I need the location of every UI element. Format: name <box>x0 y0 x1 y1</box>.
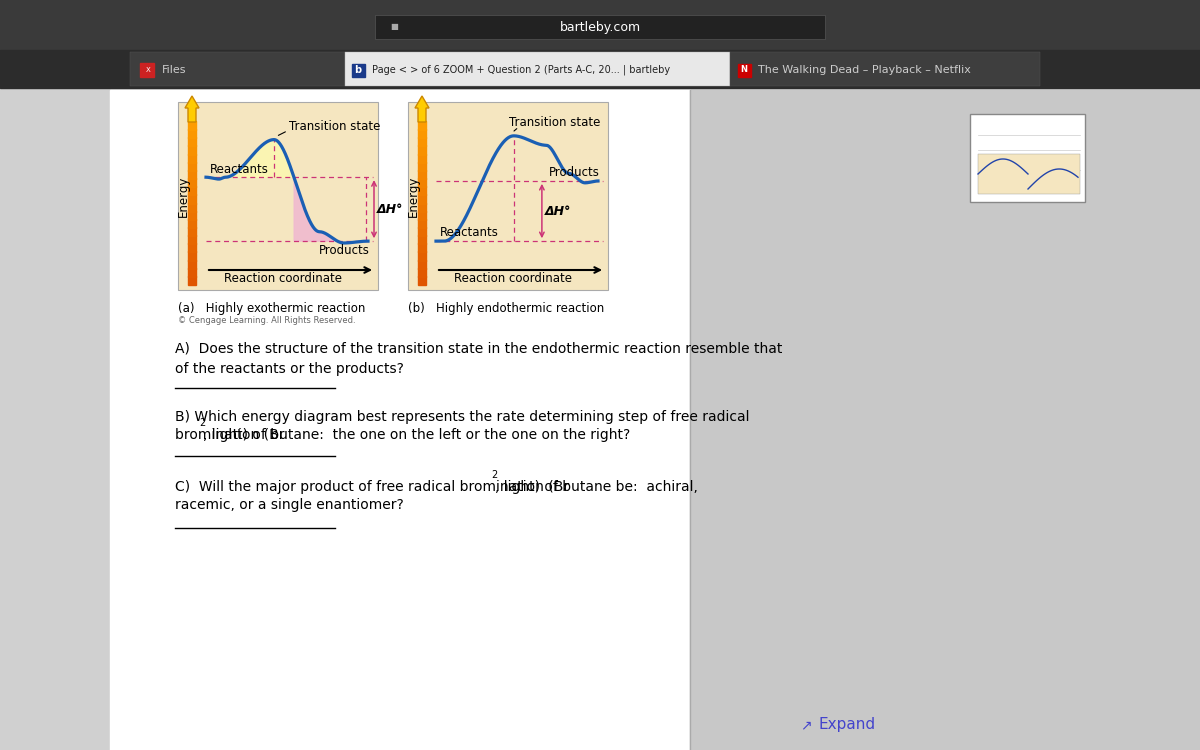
Bar <box>418 211 426 220</box>
Bar <box>188 260 196 268</box>
Text: Products: Products <box>550 166 600 179</box>
Bar <box>188 154 196 163</box>
Text: Expand: Expand <box>818 718 875 733</box>
Bar <box>188 268 196 277</box>
Bar <box>0 0 130 50</box>
Bar <box>188 243 196 253</box>
Text: bromination (Br: bromination (Br <box>175 428 284 442</box>
Bar <box>418 235 426 244</box>
Bar <box>418 202 426 211</box>
Bar <box>418 129 426 138</box>
Text: Page < > of 6 ZOOM + Question 2 (Parts A-C, 20... | bartleby: Page < > of 6 ZOOM + Question 2 (Parts A… <box>372 64 670 75</box>
Bar <box>188 227 196 236</box>
Text: bartleby.com: bartleby.com <box>559 20 641 34</box>
Text: Reactants: Reactants <box>210 164 269 176</box>
Bar <box>346 52 730 86</box>
Bar <box>418 276 426 285</box>
Bar <box>418 260 426 268</box>
Bar <box>188 170 196 179</box>
Text: B) Which energy diagram best represents the rate determining step of free radica: B) Which energy diagram best represents … <box>175 410 750 424</box>
Text: © Cengage Learning. All Rights Reserved.: © Cengage Learning. All Rights Reserved. <box>178 316 355 325</box>
Bar <box>418 162 426 171</box>
Bar <box>178 102 378 290</box>
Text: ↗: ↗ <box>800 718 811 732</box>
Bar <box>188 162 196 171</box>
Text: A)  Does the structure of the transition state in the endothermic reaction resem: A) Does the structure of the transition … <box>175 342 782 376</box>
Bar <box>418 154 426 163</box>
Text: (b)   Highly endothermic reaction: (b) Highly endothermic reaction <box>408 302 605 315</box>
Bar <box>418 121 426 130</box>
Text: Energy: Energy <box>407 176 420 217</box>
Bar <box>188 202 196 211</box>
Text: ΔH°: ΔH° <box>377 202 403 216</box>
Bar <box>418 194 426 203</box>
Text: (a)   Highly exothermic reaction: (a) Highly exothermic reaction <box>178 302 365 315</box>
Bar <box>188 137 196 146</box>
Bar <box>0 50 1200 88</box>
Text: Reaction coordinate: Reaction coordinate <box>454 272 572 285</box>
Bar <box>418 268 426 277</box>
Bar <box>418 219 426 228</box>
Text: Reaction coordinate: Reaction coordinate <box>224 272 342 285</box>
Text: Energy: Energy <box>176 176 190 217</box>
Text: 2: 2 <box>199 418 205 428</box>
Text: racemic, or a single enantiomer?: racemic, or a single enantiomer? <box>175 498 403 512</box>
Bar <box>110 90 690 750</box>
FancyArrow shape <box>185 96 199 122</box>
Text: b: b <box>354 65 361 75</box>
Text: ΔH°: ΔH° <box>545 205 571 218</box>
Bar <box>690 90 1200 750</box>
Bar <box>978 154 1080 194</box>
Bar <box>738 64 751 77</box>
Text: Transition state: Transition state <box>509 116 600 129</box>
Text: ■: ■ <box>390 22 398 32</box>
Text: 2: 2 <box>491 470 497 480</box>
Bar <box>0 0 1200 50</box>
Bar <box>188 129 196 138</box>
FancyArrow shape <box>415 96 430 122</box>
Text: , light) of butane:  the one on the left or the one on the right?: , light) of butane: the one on the left … <box>203 428 630 442</box>
Bar <box>188 121 196 130</box>
Bar <box>418 243 426 253</box>
Bar <box>188 178 196 188</box>
Bar <box>188 146 196 154</box>
Bar <box>418 170 426 179</box>
Bar <box>130 52 346 86</box>
Bar <box>730 52 1040 86</box>
Bar <box>418 178 426 188</box>
Bar <box>418 146 426 154</box>
Bar <box>140 63 154 77</box>
Text: N: N <box>740 65 748 74</box>
Text: Products: Products <box>319 244 370 257</box>
Bar <box>352 64 365 77</box>
Text: Transition state: Transition state <box>289 119 380 133</box>
Bar <box>188 211 196 220</box>
Bar <box>188 235 196 244</box>
Bar <box>188 219 196 228</box>
Bar <box>188 194 196 203</box>
Text: C)  Will the major product of free radical bromination (Br: C) Will the major product of free radica… <box>175 480 569 494</box>
Bar <box>408 102 608 290</box>
Bar <box>418 137 426 146</box>
Text: , light) of butane be:  achiral,: , light) of butane be: achiral, <box>496 480 698 494</box>
Text: The Walking Dead – Playback – Netflix: The Walking Dead – Playback – Netflix <box>758 65 971 75</box>
Bar <box>188 276 196 285</box>
Bar <box>418 186 426 195</box>
Text: Files: Files <box>162 65 186 75</box>
Bar <box>188 251 196 260</box>
Bar <box>970 114 1085 202</box>
Text: X: X <box>145 67 150 73</box>
Bar <box>374 15 826 39</box>
Text: Reactants: Reactants <box>440 226 499 239</box>
Bar <box>188 186 196 195</box>
Bar <box>418 251 426 260</box>
Bar <box>418 227 426 236</box>
